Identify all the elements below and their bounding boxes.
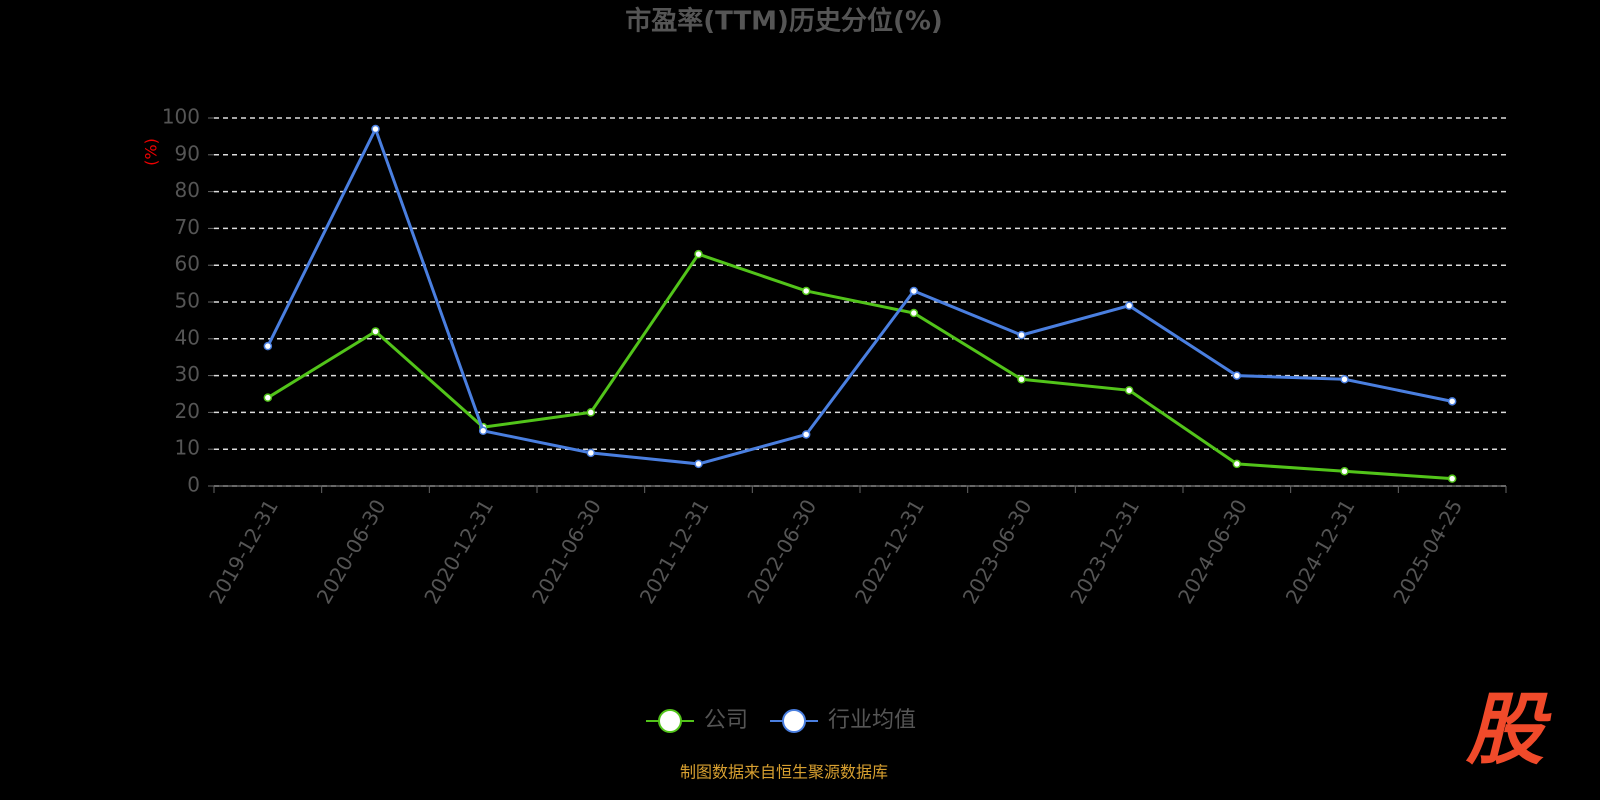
data-point: [1124, 301, 1134, 310]
data-point: [586, 408, 596, 417]
data-point: [371, 327, 380, 336]
legend-label[interactable]: 公司: [704, 708, 748, 733]
data-point: [263, 341, 273, 351]
data-point: [1017, 375, 1026, 384]
y-tick-label: 80: [175, 178, 200, 202]
series-line: [267, 252, 1453, 481]
x-tick-label: 2024-12-31: [1281, 495, 1360, 608]
series-line: [266, 125, 1453, 466]
y-tick-label: 70: [175, 215, 200, 239]
y-axis-label: (%): [142, 138, 161, 166]
data-point: [694, 249, 703, 259]
y-tick-label: 50: [175, 289, 200, 313]
data-point: [801, 430, 811, 439]
legend-marker[interactable]: [782, 709, 807, 733]
data-point: [1232, 371, 1242, 380]
legend-label[interactable]: 行业均值: [828, 708, 916, 733]
x-tick-label: 2021-06-30: [527, 495, 606, 608]
y-tick-label: 20: [175, 399, 200, 423]
y-tick-label: 30: [175, 362, 200, 386]
y-tick-label: 10: [175, 436, 200, 460]
data-point: [1340, 467, 1349, 476]
data-point: [1124, 386, 1134, 395]
data-point: [1232, 459, 1242, 469]
data-point: [478, 426, 488, 436]
data-point: [1017, 330, 1026, 340]
data-point: [263, 393, 273, 402]
data-point: [1447, 397, 1457, 406]
data-point: [694, 459, 703, 469]
x-tick-label: 2020-12-31: [419, 495, 498, 608]
y-tick-label: 90: [175, 141, 200, 165]
chart-title: 市盈率(TTM)历史分位(%): [625, 6, 943, 37]
data-point: [909, 308, 919, 318]
y-tick-label: 40: [175, 325, 200, 349]
data-point: [371, 124, 380, 134]
data-point: [1447, 474, 1457, 483]
x-tick-label: 2023-12-31: [1065, 495, 1144, 608]
x-tick-label: 2020-06-30: [312, 495, 391, 608]
legend-marker[interactable]: [658, 709, 682, 733]
x-tick-label: 2024-06-30: [1173, 495, 1252, 608]
x-tick-label: 2025-04-25: [1388, 495, 1467, 608]
data-point: [909, 286, 919, 296]
x-tick-label: 2021-12-31: [635, 495, 714, 608]
x-tick-label: 2022-12-31: [850, 495, 929, 608]
y-tick-label: 100: [162, 105, 200, 129]
watermark: 股: [1465, 685, 1552, 775]
y-tick-label: 0: [187, 473, 200, 497]
data-point: [586, 448, 596, 458]
x-tick-label: 2019-12-31: [204, 495, 283, 608]
source-note: 制图数据来自恒生聚源数据库: [680, 763, 888, 782]
data-point: [801, 286, 811, 296]
x-tick-label: 2023-06-30: [958, 495, 1037, 608]
y-tick-label: 60: [175, 252, 200, 276]
x-tick-label: 2022-06-30: [742, 495, 821, 608]
data-point: [1340, 375, 1349, 384]
